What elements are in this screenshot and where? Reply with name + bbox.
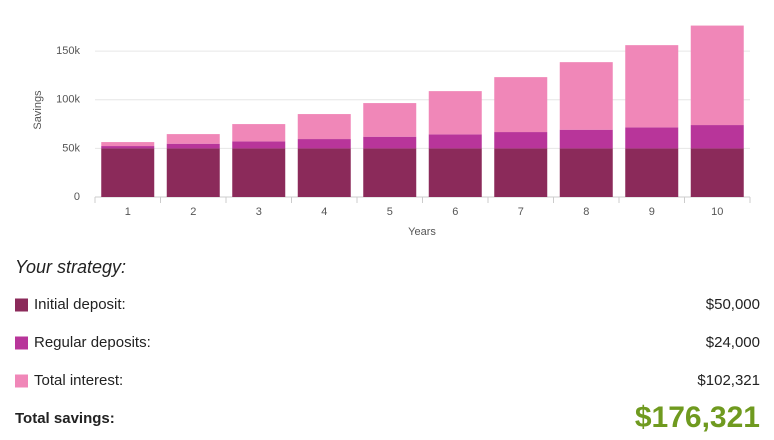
bar-segment — [690, 25, 744, 126]
y-axis-label: Savings — [32, 90, 44, 130]
y-tick-label: 100k — [56, 94, 80, 106]
x-tick-label: 2 — [190, 206, 196, 218]
x-axis-label: Years — [408, 226, 436, 238]
summary-value: $50,000 — [706, 296, 760, 313]
bar-segment — [232, 124, 286, 142]
bar-segment — [297, 148, 351, 197]
bar-segment — [166, 143, 220, 149]
bar-segment — [166, 148, 220, 197]
bar-segment — [428, 148, 482, 197]
legend-swatch — [15, 298, 28, 312]
legend-swatch — [15, 336, 28, 350]
bar-segment — [494, 148, 548, 197]
bar-segment — [494, 132, 548, 149]
summary-label: Regular deposits: — [34, 334, 151, 351]
bar-segment — [101, 142, 155, 147]
summary-value: $102,321 — [697, 372, 760, 389]
x-tick-label: 1 — [125, 206, 131, 218]
x-tick-label: 8 — [583, 206, 589, 218]
bar-segment — [166, 134, 220, 144]
bar-segment — [690, 125, 744, 149]
total-value: $176,321 — [635, 401, 760, 434]
bar-segment — [559, 62, 613, 130]
bar-segment — [101, 148, 155, 197]
summary-label: Total interest: — [34, 372, 123, 389]
bar-segment — [297, 114, 351, 140]
bar-segment — [297, 139, 351, 149]
bar-segment — [625, 148, 679, 197]
bar-segment — [559, 129, 613, 149]
bar-segment — [363, 136, 417, 149]
summary-value: $24,000 — [706, 334, 760, 351]
bar-segment — [690, 148, 744, 197]
summary-title: Your strategy: — [15, 257, 126, 277]
summary-label: Initial deposit: — [34, 296, 126, 313]
bar-segment — [625, 127, 679, 149]
bar-segment — [232, 148, 286, 197]
y-tick-label: 0 — [74, 191, 80, 203]
bar-segment — [428, 91, 482, 135]
x-tick-label: 7 — [518, 206, 524, 218]
bar-segment — [625, 45, 679, 128]
x-tick-label: 10 — [711, 206, 723, 218]
legend-swatch — [15, 374, 28, 388]
bar-segment — [363, 148, 417, 197]
bar-segment — [494, 77, 548, 133]
bar-segment — [559, 148, 613, 197]
x-tick-label: 9 — [649, 206, 655, 218]
x-tick-label: 3 — [256, 206, 262, 218]
bar-segment — [363, 103, 417, 137]
x-tick-label: 4 — [321, 206, 327, 218]
bar-segment — [232, 141, 286, 149]
total-label: Total savings: — [15, 410, 115, 427]
bar-segment — [101, 146, 155, 149]
x-tick-label: 5 — [387, 206, 393, 218]
bar-segment — [428, 134, 482, 149]
y-tick-label: 50k — [62, 142, 80, 154]
x-tick-label: 6 — [452, 206, 458, 218]
y-tick-label: 150k — [56, 45, 80, 57]
